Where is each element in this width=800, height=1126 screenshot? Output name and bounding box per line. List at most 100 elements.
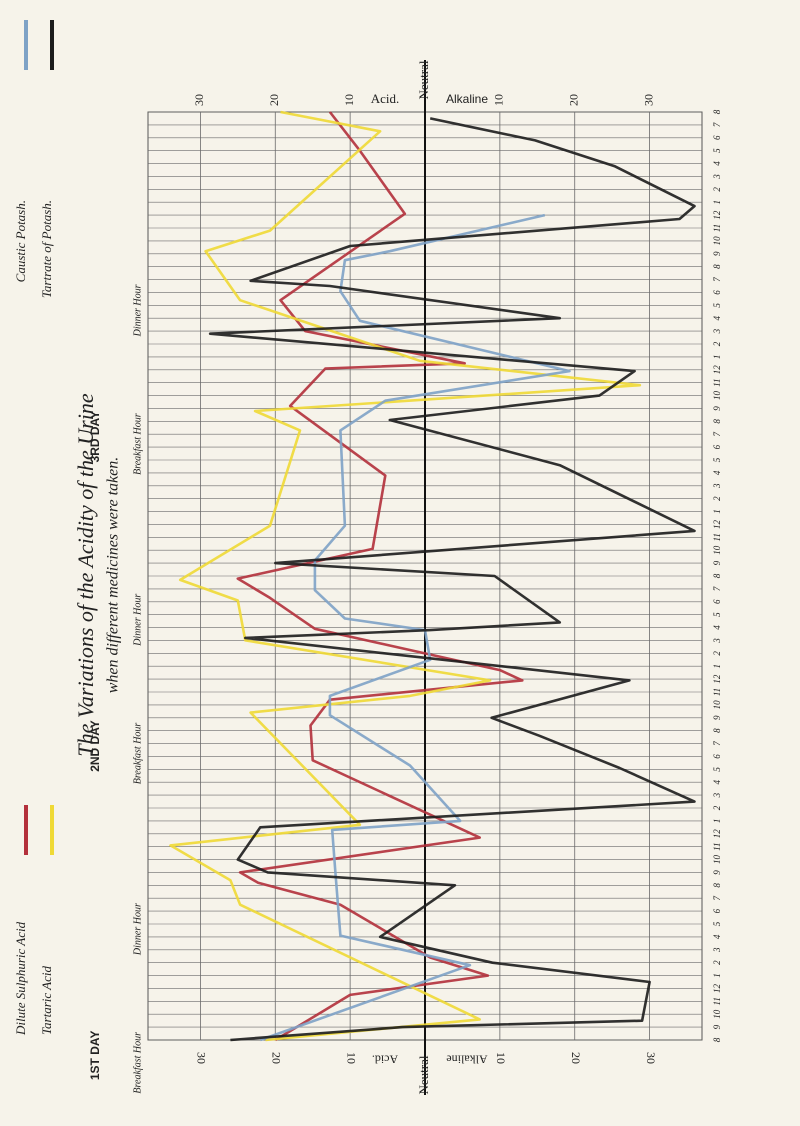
hour-label: 4 [712, 315, 722, 320]
meal-annotation: Breakfast Hour [132, 1032, 143, 1094]
hour-label: 9 [712, 715, 722, 720]
series-line [208, 117, 696, 1042]
hour-label: 10 [712, 1009, 722, 1019]
hour-label: 5 [712, 767, 722, 772]
hour-label: 10 [712, 391, 722, 401]
hour-label: 1 [712, 509, 722, 514]
value-tick-label-bottom: 30 [195, 1052, 209, 1064]
hour-label: 7 [712, 895, 722, 900]
value-tick-label-bottom: 30 [644, 1052, 658, 1064]
hour-label: 8 [712, 883, 722, 888]
hour-label: 7 [712, 277, 722, 282]
meal-annotation: Breakfast Hour [132, 413, 143, 475]
series-line [169, 110, 642, 1042]
hour-label: 9 [712, 251, 722, 256]
hour-label: 10 [712, 545, 722, 555]
neutral-label: Neutral [416, 60, 431, 99]
meal-annotation: Breakfast Hour [132, 723, 143, 785]
hour-label: 1 [712, 819, 722, 824]
value-tick-label: 30 [192, 94, 206, 106]
hour-label: 11 [712, 533, 722, 541]
hour-label: 12 [712, 829, 722, 839]
hour-label: 5 [712, 921, 722, 926]
value-tick-label-bottom: 10 [344, 1052, 358, 1064]
hour-label: 8 [712, 264, 722, 269]
hour-label: 6 [712, 754, 722, 759]
alkaline-label: Alkaline [446, 92, 488, 106]
value-tick-label: 10 [492, 94, 506, 106]
value-tick-label: 20 [566, 94, 580, 106]
legend-label: Caustic Potash. [13, 200, 28, 282]
hour-label: 6 [712, 135, 722, 140]
hour-label: 12 [712, 365, 722, 375]
hour-label: 1 [712, 200, 722, 205]
alkaline-label-bottom: Alkaline [446, 1052, 487, 1066]
hour-label: 1 [712, 664, 722, 669]
hour-label: 1 [712, 355, 722, 360]
hour-label: 11 [712, 378, 722, 386]
hour-label: 2 [712, 187, 722, 192]
hour-label: 11 [712, 688, 722, 696]
meal-annotation: Dinner Hour [132, 284, 143, 337]
hour-label: 2 [712, 496, 722, 501]
hour-label: 8 [712, 109, 722, 114]
day-label: 2ND DAY [88, 720, 102, 772]
hour-label: 1 [712, 973, 722, 978]
hour-label: 12 [712, 519, 722, 529]
hour-label: 6 [712, 599, 722, 604]
meal-annotation: Dinner Hour [132, 903, 143, 956]
value-tick-label-bottom: 10 [494, 1052, 508, 1064]
hour-label: 2 [712, 341, 722, 346]
hour-label: 3 [712, 174, 722, 180]
hour-label: 4 [712, 625, 722, 630]
hour-label: 10 [712, 700, 722, 710]
hour-label: 9 [712, 560, 722, 565]
hour-label: 8 [712, 573, 722, 578]
hour-label: 5 [712, 148, 722, 153]
chart-title: The Variations of the Acidity of the Uri… [73, 393, 98, 756]
hour-label: 11 [712, 842, 722, 850]
day-label: 3RD DAY [88, 411, 102, 463]
hour-label: 12 [712, 983, 722, 993]
series-line [259, 213, 571, 1042]
hour-label: 7 [712, 741, 722, 746]
hour-label: 3 [712, 328, 722, 334]
hour-label: 11 [712, 224, 722, 232]
hour-label: 4 [712, 779, 722, 784]
hour-label: 3 [712, 483, 722, 489]
legend-label: Tartaric Acid [39, 966, 54, 1035]
hour-label: 4 [712, 470, 722, 475]
hour-label: 6 [712, 908, 722, 913]
hour-label: 11 [712, 997, 722, 1005]
hour-label: 10 [712, 855, 722, 865]
hour-label: 3 [712, 947, 722, 953]
hour-label: 9 [712, 1024, 722, 1029]
hour-label: 5 [712, 457, 722, 462]
hour-label: 7 [712, 122, 722, 127]
hour-label: 3 [712, 792, 722, 798]
hour-label: 6 [712, 444, 722, 449]
hour-label: 2 [712, 651, 722, 656]
hour-label: 8 [712, 728, 722, 733]
value-tick-label-bottom: 20 [569, 1052, 583, 1064]
value-tick-label: 30 [641, 94, 655, 106]
hour-label: 8 [712, 1037, 722, 1042]
hour-label: 9 [712, 406, 722, 411]
hour-label: 12 [712, 674, 722, 684]
hour-label: 6 [712, 290, 722, 295]
value-tick-label: 20 [267, 94, 281, 106]
hour-label: 4 [712, 161, 722, 166]
hour-label: 5 [712, 303, 722, 308]
hour-label: 9 [712, 870, 722, 875]
neutral-label-bottom: Neutral [416, 1055, 431, 1094]
series-line [236, 111, 524, 1042]
hour-label: 10 [712, 236, 722, 246]
hour-label: 7 [712, 431, 722, 436]
hour-label: 2 [712, 805, 722, 810]
hour-label: 5 [712, 612, 722, 617]
hour-label: 7 [712, 586, 722, 591]
hour-label: 12 [712, 210, 722, 220]
day-label: 1ST DAY [88, 1031, 102, 1081]
hour-label: 4 [712, 934, 722, 939]
